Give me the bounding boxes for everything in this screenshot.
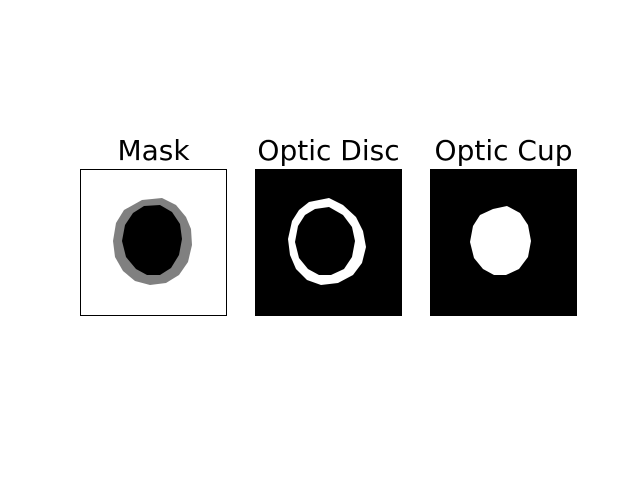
optic-cup-image — [430, 169, 577, 316]
optic-disc-image — [255, 169, 402, 316]
mask-title: Mask — [117, 134, 190, 167]
mask-image — [80, 169, 227, 316]
optic-cup-title: Optic Cup — [434, 134, 573, 167]
mask-optic-cup — [122, 205, 182, 275]
optic-cup-panel — [430, 169, 577, 316]
optic-disc-panel — [255, 169, 402, 316]
optic-disc-title: Optic Disc — [257, 134, 400, 167]
optic-disc-background — [255, 169, 402, 316]
mask-panel — [80, 169, 227, 316]
optic-cup-region — [470, 206, 531, 275]
